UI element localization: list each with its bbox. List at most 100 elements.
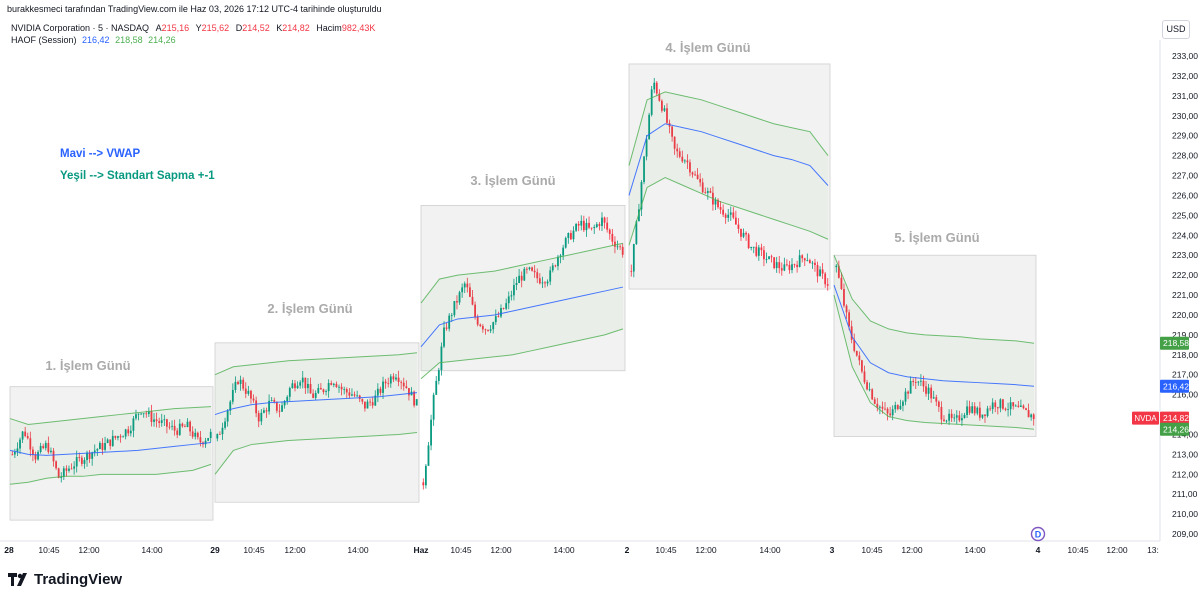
candle-body [255, 400, 258, 414]
candle-body [384, 381, 387, 384]
candle-body [714, 199, 717, 205]
candle-body [796, 264, 799, 267]
d-badge-icon[interactable]: D [1030, 526, 1046, 542]
candle-body [176, 430, 179, 435]
candle-body [1009, 402, 1012, 410]
candle-body [181, 423, 184, 427]
candle-body [32, 449, 34, 455]
candle-body [239, 379, 242, 385]
candle-body [21, 431, 24, 440]
candle-body [932, 397, 935, 399]
vwap-line [214, 392, 418, 416]
candle-body [1012, 402, 1015, 407]
candle-body [13, 451, 16, 455]
y-tick-label: 227,00 [1172, 171, 1198, 181]
candle-body [361, 398, 364, 402]
currency-button[interactable]: USD [1162, 20, 1190, 39]
candle-body [930, 387, 933, 399]
session-label: 2. İşlem Günü [267, 301, 352, 316]
candle-body [914, 382, 917, 383]
symbol-legend-row[interactable]: NVIDIA Corporation · 5 · NASDAQ A215,16 … [11, 23, 376, 33]
candle-body [104, 442, 106, 450]
x-tick-label: 12:00 [1106, 545, 1128, 555]
candle-body [821, 269, 824, 274]
candle-body [348, 392, 351, 396]
symbol-price-tag-bg [1132, 411, 1159, 425]
candle-body [999, 399, 1002, 409]
candle-body [791, 264, 793, 271]
band-fill [629, 91, 828, 246]
candle-body [811, 262, 814, 264]
candle-body [299, 382, 302, 386]
indicator-lower-value: 214,26 [148, 35, 176, 45]
candle-body [234, 381, 237, 390]
candle-body [443, 327, 445, 347]
candle-body [793, 264, 796, 266]
candle-body [935, 397, 938, 402]
candle-body [109, 439, 112, 446]
candle-body [440, 346, 443, 371]
session-label: 4. İşlem Günü [665, 40, 750, 55]
candle-body [858, 355, 861, 361]
upper-band-line [9, 406, 212, 426]
candle-body [660, 100, 663, 111]
candle-body [218, 434, 221, 435]
candle-body [826, 284, 829, 286]
candle-body [476, 316, 479, 325]
candle-body [34, 454, 37, 460]
high-value: 215,62 [201, 23, 230, 33]
candle-body [937, 401, 940, 407]
candle-body [11, 454, 14, 456]
candle-body [958, 415, 961, 421]
candle-body [119, 436, 122, 438]
candle-body [878, 406, 881, 408]
lower-band-line [214, 431, 418, 475]
vwap-line [833, 284, 1035, 387]
candle-body [881, 406, 884, 409]
candle-body [819, 269, 821, 277]
candle-body [943, 419, 945, 422]
candle-body [395, 377, 397, 380]
candle-body [966, 406, 968, 415]
candle-body [750, 246, 753, 248]
candle-body [783, 264, 786, 271]
candle-body [507, 296, 510, 304]
lower-band-line [628, 176, 829, 246]
candle-body [78, 457, 81, 458]
candle-body [24, 431, 27, 437]
candle-body [294, 383, 296, 389]
candle-body [73, 466, 76, 469]
candle-body [237, 381, 239, 385]
x-tick-label: 3 [830, 545, 835, 555]
candle-body [345, 389, 348, 393]
attribution-text: burakkesmeci tarafından TradingView.com … [7, 4, 382, 14]
candle-body [405, 386, 408, 389]
candle-body [160, 420, 163, 423]
tradingview-logo: TradingView [8, 571, 122, 588]
candle-body [413, 391, 416, 406]
candle-body [678, 151, 681, 157]
vwap-price-tag: 216,42 [1160, 379, 1189, 393]
x-tick-label: 12:00 [78, 545, 100, 555]
candle-body [479, 324, 482, 327]
candle-body [955, 415, 958, 418]
candle-body [132, 418, 135, 431]
indicator-legend-row[interactable]: HAOF (Session) 216,42 218,58 214,26 [11, 34, 375, 46]
y-tick-label: 223,00 [1172, 250, 1198, 260]
candle-body [502, 308, 505, 309]
candle-body [643, 156, 645, 183]
candle-body [304, 377, 307, 389]
candle-body [353, 394, 356, 396]
candle-body [1022, 405, 1025, 409]
candle-body [275, 401, 278, 411]
candle-body [976, 407, 979, 414]
candle-body [221, 427, 224, 435]
candle-body [191, 431, 194, 437]
candle-body [902, 401, 904, 406]
candle-body [332, 383, 335, 385]
candle-body [922, 380, 925, 387]
candle-body [585, 222, 588, 231]
candle-body [231, 389, 234, 402]
candle-body [224, 421, 226, 428]
